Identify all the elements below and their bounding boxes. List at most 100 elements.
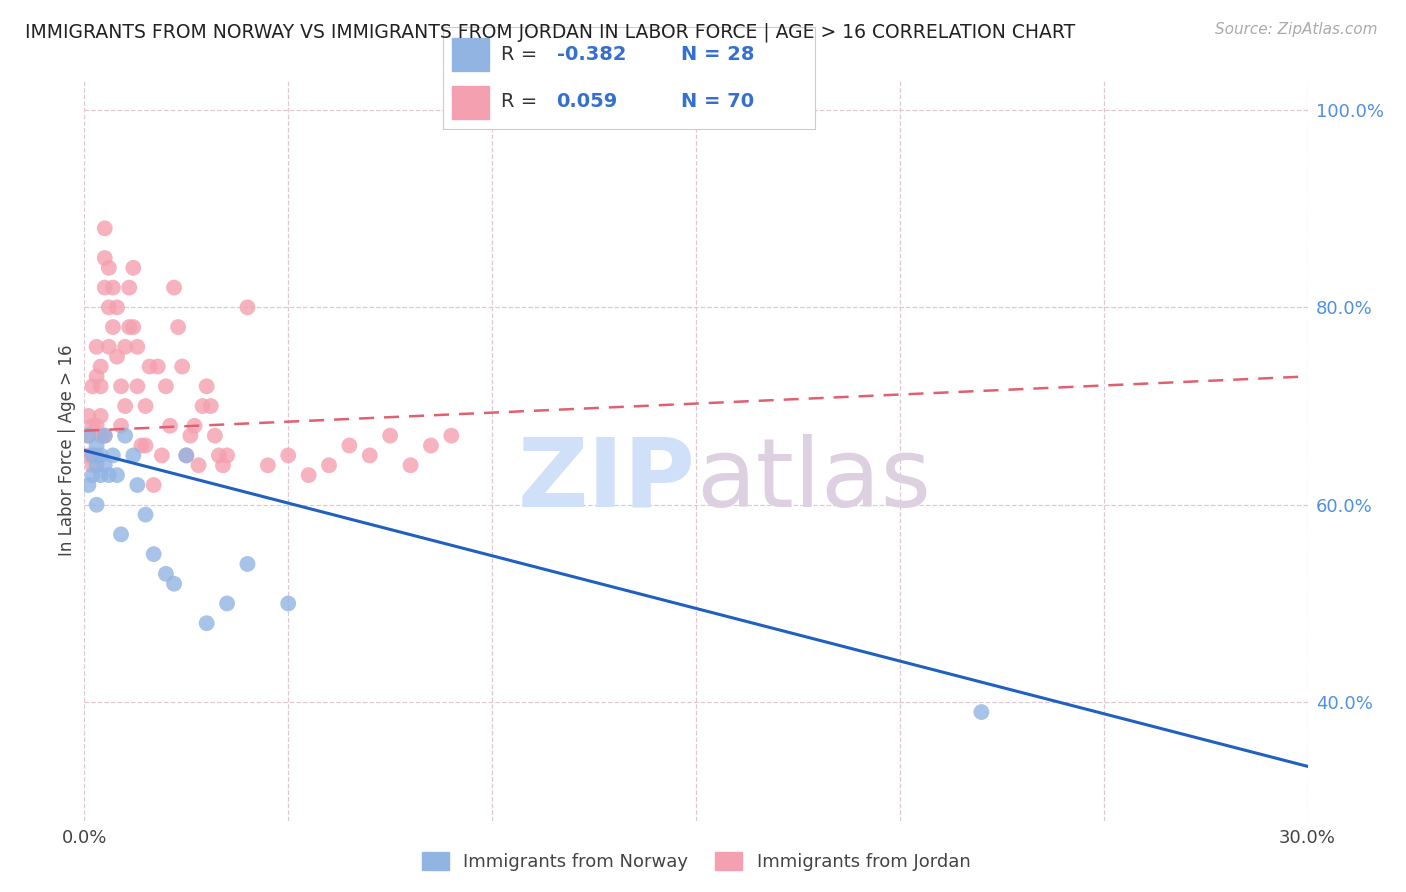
Text: atlas: atlas xyxy=(696,434,931,526)
Point xyxy=(82,418,104,433)
Point xyxy=(163,576,186,591)
Point xyxy=(172,359,194,374)
Bar xyxy=(453,38,489,70)
Point xyxy=(82,449,104,463)
Point xyxy=(131,438,153,452)
Point xyxy=(187,458,209,473)
Point xyxy=(114,340,136,354)
Point xyxy=(82,379,104,393)
Point xyxy=(110,418,132,433)
Point xyxy=(114,399,136,413)
Text: 0.059: 0.059 xyxy=(557,92,617,112)
Point xyxy=(105,301,128,315)
Point xyxy=(105,350,128,364)
Point xyxy=(77,449,100,463)
Point xyxy=(93,280,115,294)
Point xyxy=(146,359,169,374)
Point xyxy=(135,438,157,452)
Point xyxy=(101,320,124,334)
Point xyxy=(380,428,402,442)
Point xyxy=(110,379,132,393)
Point xyxy=(118,320,141,334)
Point xyxy=(86,369,108,384)
Point xyxy=(97,468,120,483)
Point xyxy=(277,449,299,463)
Point xyxy=(93,458,115,473)
Point xyxy=(105,468,128,483)
Point xyxy=(217,597,239,611)
Point xyxy=(82,468,104,483)
Point xyxy=(174,449,197,463)
Point xyxy=(191,399,214,413)
Point xyxy=(440,428,463,442)
Point xyxy=(155,566,177,581)
Point xyxy=(122,260,145,275)
Point xyxy=(82,449,104,463)
Point xyxy=(101,280,124,294)
Point xyxy=(82,458,104,473)
Point xyxy=(183,418,205,433)
Point xyxy=(86,449,108,463)
Point xyxy=(208,449,231,463)
Point xyxy=(77,478,100,492)
Point xyxy=(138,359,160,374)
Point xyxy=(359,449,381,463)
Point xyxy=(217,449,239,463)
Point xyxy=(257,458,280,473)
Point xyxy=(298,468,321,483)
Point xyxy=(90,379,112,393)
Point xyxy=(236,301,259,315)
Point xyxy=(155,379,177,393)
Point xyxy=(93,221,115,235)
Point xyxy=(167,320,190,334)
Text: -0.382: -0.382 xyxy=(557,45,626,64)
Point xyxy=(77,428,100,442)
Point xyxy=(127,379,149,393)
Point xyxy=(277,597,299,611)
Point xyxy=(110,527,132,541)
Point xyxy=(339,438,361,452)
Point xyxy=(195,616,218,631)
Point xyxy=(97,301,120,315)
Point xyxy=(90,449,112,463)
Y-axis label: In Labor Force | Age > 16: In Labor Force | Age > 16 xyxy=(58,344,76,557)
Legend: Immigrants from Norway, Immigrants from Jordan: Immigrants from Norway, Immigrants from … xyxy=(415,845,977,879)
Point xyxy=(118,280,141,294)
Point xyxy=(97,260,120,275)
Point xyxy=(135,399,157,413)
Point xyxy=(90,359,112,374)
Point xyxy=(142,478,165,492)
Point xyxy=(236,557,259,571)
Point xyxy=(77,409,100,423)
Point xyxy=(77,428,100,442)
Point xyxy=(97,340,120,354)
Point xyxy=(159,418,181,433)
Point xyxy=(135,508,157,522)
Point xyxy=(93,251,115,265)
Text: R =: R = xyxy=(501,45,543,64)
Point xyxy=(86,498,108,512)
Point xyxy=(86,418,108,433)
Point xyxy=(86,458,108,473)
Point xyxy=(399,458,422,473)
Point xyxy=(212,458,235,473)
Text: N = 70: N = 70 xyxy=(682,92,755,112)
Point xyxy=(420,438,443,452)
Text: IMMIGRANTS FROM NORWAY VS IMMIGRANTS FROM JORDAN IN LABOR FORCE | AGE > 16 CORRE: IMMIGRANTS FROM NORWAY VS IMMIGRANTS FRO… xyxy=(25,22,1076,42)
Point xyxy=(204,428,226,442)
Point xyxy=(127,478,149,492)
Point xyxy=(318,458,340,473)
Point xyxy=(90,468,112,483)
Point xyxy=(970,705,993,719)
Text: Source: ZipAtlas.com: Source: ZipAtlas.com xyxy=(1215,22,1378,37)
Text: N = 28: N = 28 xyxy=(682,45,755,64)
Point xyxy=(122,320,145,334)
Point xyxy=(179,428,201,442)
Point xyxy=(122,449,145,463)
Point xyxy=(200,399,222,413)
Point xyxy=(174,449,197,463)
Point xyxy=(90,428,112,442)
Point xyxy=(163,280,186,294)
Text: ZIP: ZIP xyxy=(517,434,696,526)
Point xyxy=(114,428,136,442)
